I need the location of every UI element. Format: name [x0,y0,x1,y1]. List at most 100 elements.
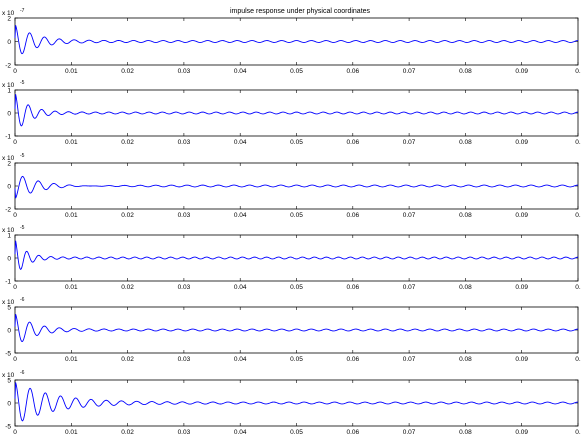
x-tick-label: 0. [575,139,581,146]
y-tick-label: 2 [7,16,11,23]
y-tick-label: 0 [7,184,11,191]
x-tick-label: 0.06 [346,68,359,75]
x-tick-label: 0.09 [515,429,528,436]
x-tick-label: 0.05 [290,68,303,75]
x-tick-label: 0.02 [121,139,134,146]
x-tick-label: 0. [575,212,581,219]
x-tick-label: 0.08 [459,139,472,146]
subplot-1: 0 0.01 0.02 0.03 0.04 0.05 0.06 0.07 0.08 0.09 0. 2… [2,8,581,75]
x-tick-label: 0.09 [515,212,528,219]
x-tick-label: 0.02 [121,212,134,219]
x-tick-label: 0.07 [403,284,416,291]
y-tick-label: 5 [7,378,11,385]
y-tick-label: -2 [5,207,11,214]
x-tick-label: 0.07 [403,356,416,363]
x-tick-label: 0.04 [234,284,247,291]
x-tick-label: 0 [13,284,17,291]
x-tick-label: 0.01 [65,212,78,219]
y-scale-exponent: -6 [20,370,25,376]
x-tick-label: 0.03 [178,212,191,219]
response-line [14,313,579,343]
x-tick-label: 0.09 [515,68,528,75]
subplot-4: 0 0.01 0.02 0.03 0.04 0.05 0.06 0.07 0.08 0.09 0. 1… [2,225,581,291]
x-tick-label: 0.06 [346,212,359,219]
x-tick-label: 0.04 [234,429,247,436]
x-tick-label: 0.08 [459,284,472,291]
x-tick-label: 0.08 [459,68,472,75]
x-tick-label: 0.08 [459,356,472,363]
x-tick-label: 0. [575,284,581,291]
x-tick-label: 0.05 [290,429,303,436]
x-tick-label: 0.01 [65,139,78,146]
response-line [14,240,579,270]
x-tick-label: 0 [13,68,17,75]
x-tick-label: 0.01 [65,284,78,291]
y-scale-label: x 10 [2,372,15,379]
x-tick-label: 0.07 [403,68,416,75]
x-tick-label: 0.08 [459,212,472,219]
x-tick-label: 0.07 [403,212,416,219]
response-line [14,25,579,55]
y-scale-label: x 10 [2,155,15,162]
subplots-container: 0 0.01 0.02 0.03 0.04 0.05 0.06 0.07 0.08 0.09 0.2… [2,8,581,436]
y-tick-label: 1 [7,88,11,95]
subplot-6: 0 0.01 0.02 0.03 0.04 0.05 0.06 0.07 0.08 0.09 0. 5… [2,370,581,436]
x-tick-label: 0.05 [290,284,303,291]
x-tick-label: 0. [575,356,581,363]
response-line [14,382,579,422]
figure-title: impulse response under physical coordina… [230,8,371,15]
x-tick-label: 0.04 [234,139,247,146]
response-line [14,94,579,127]
axes-box [14,234,579,282]
x-tick-label: 0 [13,356,17,363]
x-tick-label: 0.05 [290,356,303,363]
x-tick-label: 0.04 [234,68,247,75]
x-tick-label: 0. [575,68,581,75]
y-tick-label: 0 [7,401,11,408]
x-tick-label: 0.06 [346,356,359,363]
x-tick-label: 0.04 [234,212,247,219]
y-tick-label: -5 [5,424,11,431]
y-tick-label: 0 [7,111,11,118]
y-tick-label: 5 [7,305,11,312]
y-scale-label: x 10 [2,82,15,89]
x-tick-label: 0 [13,429,17,436]
axes-box [14,379,579,427]
y-tick-label: -2 [5,63,11,70]
subplot-3: 0 0.01 0.02 0.03 0.04 0.05 0.06 0.07 0.08 0.09 0. 2… [2,153,581,219]
x-tick-label: 0.03 [178,429,191,436]
x-tick-label: 0.06 [346,284,359,291]
y-tick-label: 2 [7,161,11,168]
x-tick-label: 0.05 [290,212,303,219]
x-tick-label: 0.03 [178,284,191,291]
x-tick-label: 0.01 [65,68,78,75]
response-line [14,175,579,199]
y-scale-label: x 10 [2,10,15,17]
x-tick-label: 0.07 [403,139,416,146]
y-scale-exponent: -7 [20,8,25,14]
x-tick-label: 0.06 [346,429,359,436]
y-tick-label: 1 [7,233,11,240]
y-scale-exponent: -5 [20,80,25,86]
x-tick-label: 0. [575,429,581,436]
x-tick-label: 0.08 [459,429,472,436]
x-tick-label: 0.02 [121,68,134,75]
y-tick-label: 0 [7,256,11,263]
x-tick-label: 0.07 [403,429,416,436]
x-tick-label: 0.02 [121,284,134,291]
y-tick-label: -1 [5,279,11,286]
x-tick-label: 0.03 [178,356,191,363]
x-tick-label: 0.02 [121,429,134,436]
y-tick-label: 0 [7,39,11,46]
x-tick-label: 0.09 [515,284,528,291]
x-tick-label: 0.01 [65,356,78,363]
subplot-2: 0 0.01 0.02 0.03 0.04 0.05 0.06 0.07 0.08 0.09 0. 1… [2,80,581,146]
y-scale-exponent: -5 [20,153,25,159]
y-scale-exponent: -6 [20,297,25,303]
y-scale-label: x 10 [2,227,15,234]
x-tick-label: 0.03 [178,139,191,146]
x-tick-label: 0.09 [515,139,528,146]
y-tick-label: -1 [5,134,11,141]
x-tick-label: 0 [13,139,17,146]
